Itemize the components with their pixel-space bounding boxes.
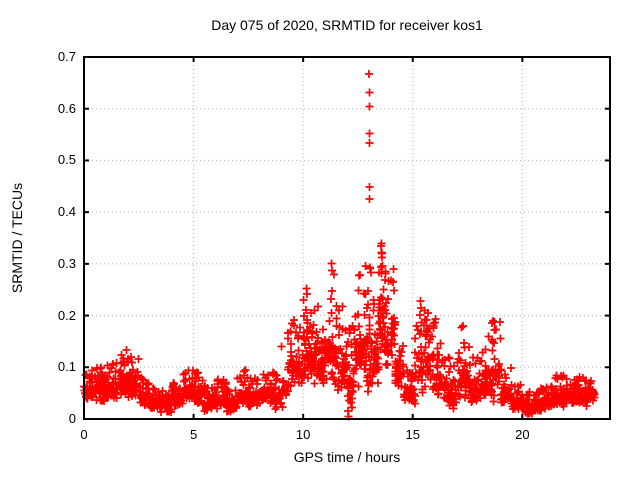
x-tick-label: 10 <box>295 427 311 442</box>
x-tick-label: 0 <box>80 427 88 442</box>
y-tick-label: 0.3 <box>57 255 76 271</box>
y-tick-label: 0.4 <box>57 204 76 220</box>
y-tick-label: 0.1 <box>57 359 76 375</box>
chart-title: Day 075 of 2020, SRMTID for receiver kos… <box>211 17 483 33</box>
y-tick-label: 0.7 <box>57 49 76 64</box>
x-tick-label: 15 <box>405 427 420 442</box>
plot-border <box>83 56 611 420</box>
scatter-points <box>80 70 599 421</box>
y-axis-label: SRMTID / TECUs <box>9 182 25 294</box>
y-tick-label: 0.6 <box>57 100 76 116</box>
y-tick-label: 0 <box>68 411 76 426</box>
x-axis-label: GPS time / hours <box>293 449 401 465</box>
y-tick-label: 0.2 <box>57 307 76 323</box>
y-tick-label: 0.5 <box>57 152 76 168</box>
x-tick-label: 5 <box>189 427 198 442</box>
x-tick-label: 20 <box>515 427 530 442</box>
